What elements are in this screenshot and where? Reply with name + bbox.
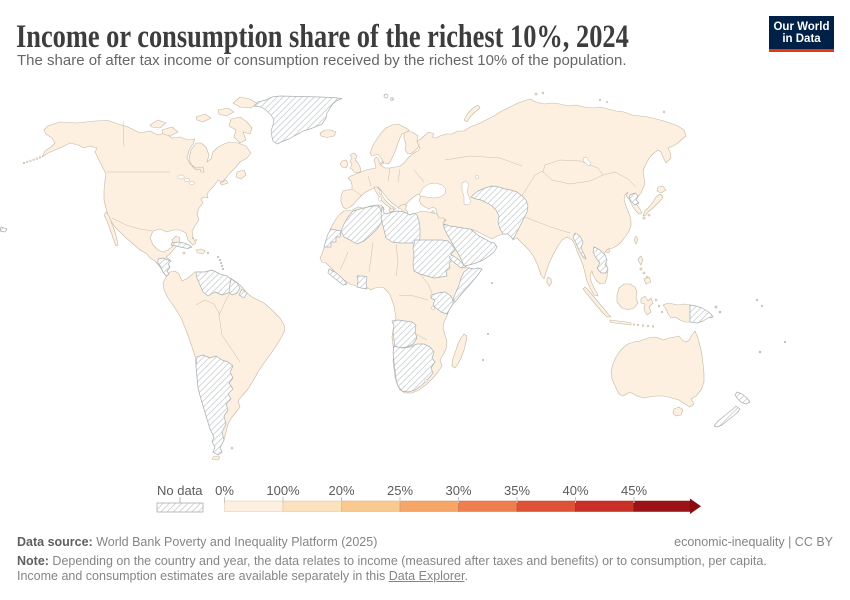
svg-text:0%: 0% [215,483,234,498]
svg-text:40%: 40% [562,483,588,498]
svg-text:25%: 25% [387,483,413,498]
svg-text:No data: No data [157,483,203,498]
svg-text:100%: 100% [266,483,300,498]
svg-text:45%: 45% [621,483,647,498]
svg-text:20%: 20% [328,483,354,498]
svg-text:35%: 35% [504,483,530,498]
svg-text:30%: 30% [445,483,471,498]
